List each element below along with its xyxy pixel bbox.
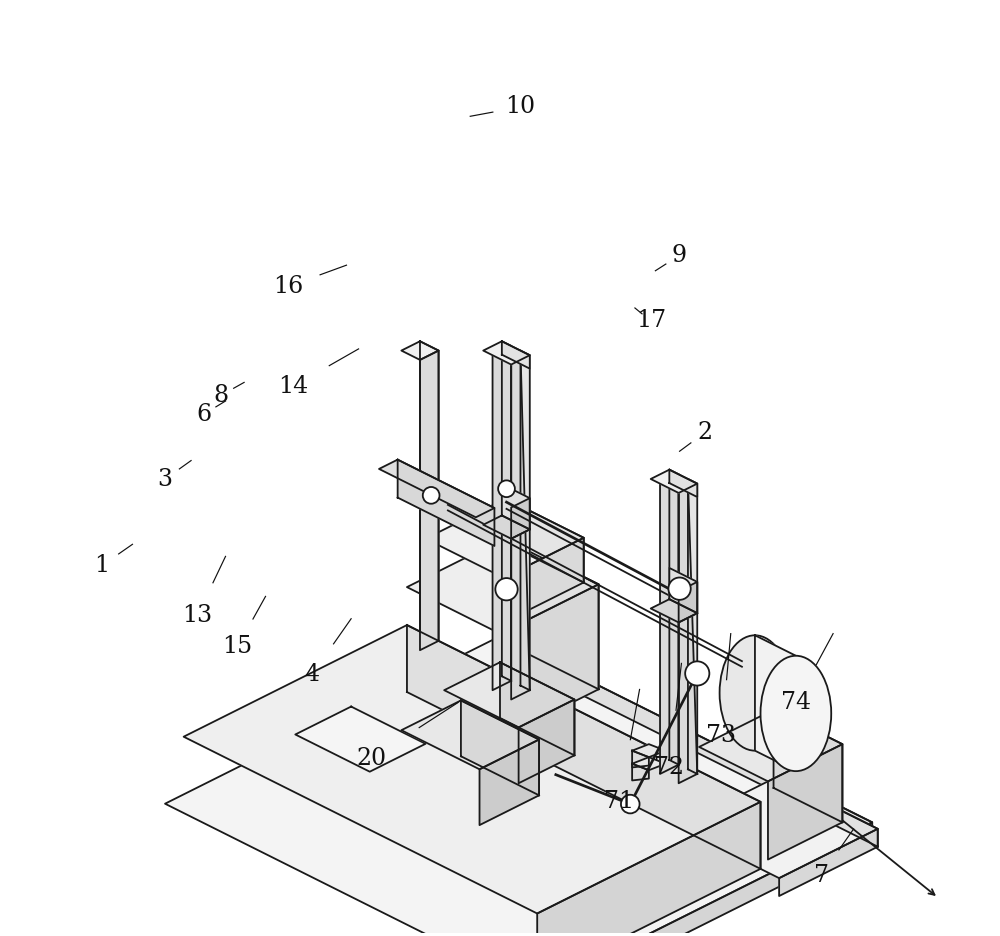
Polygon shape bbox=[461, 700, 539, 796]
Polygon shape bbox=[407, 538, 599, 634]
Polygon shape bbox=[768, 744, 842, 859]
Polygon shape bbox=[426, 499, 584, 578]
Polygon shape bbox=[520, 351, 530, 690]
Polygon shape bbox=[450, 717, 468, 726]
Circle shape bbox=[498, 480, 515, 497]
Polygon shape bbox=[688, 479, 697, 774]
Polygon shape bbox=[480, 739, 539, 826]
Polygon shape bbox=[775, 778, 878, 847]
Text: 1: 1 bbox=[94, 554, 109, 578]
Polygon shape bbox=[420, 351, 439, 651]
Text: 72: 72 bbox=[654, 756, 684, 779]
Polygon shape bbox=[537, 823, 872, 936]
Polygon shape bbox=[444, 663, 574, 727]
Text: 10: 10 bbox=[505, 95, 536, 119]
Polygon shape bbox=[500, 636, 872, 841]
Polygon shape bbox=[699, 709, 842, 782]
Polygon shape bbox=[779, 828, 878, 896]
Text: 74: 74 bbox=[781, 691, 811, 714]
Polygon shape bbox=[679, 582, 697, 622]
Polygon shape bbox=[720, 861, 738, 870]
Text: 9: 9 bbox=[671, 244, 686, 268]
Text: 17: 17 bbox=[636, 310, 666, 332]
Circle shape bbox=[685, 662, 709, 685]
Ellipse shape bbox=[761, 656, 831, 771]
Polygon shape bbox=[651, 470, 697, 493]
Polygon shape bbox=[506, 499, 584, 582]
Polygon shape bbox=[483, 516, 530, 539]
Polygon shape bbox=[720, 852, 738, 861]
Polygon shape bbox=[651, 599, 697, 622]
Polygon shape bbox=[774, 709, 842, 823]
Text: 8: 8 bbox=[213, 384, 228, 407]
Text: 20: 20 bbox=[357, 747, 387, 769]
Text: 4: 4 bbox=[304, 663, 320, 686]
Polygon shape bbox=[295, 707, 426, 771]
Polygon shape bbox=[500, 584, 599, 739]
Polygon shape bbox=[504, 538, 584, 622]
Polygon shape bbox=[632, 757, 666, 770]
Polygon shape bbox=[506, 538, 599, 689]
Text: 2: 2 bbox=[697, 421, 712, 445]
Polygon shape bbox=[500, 663, 574, 755]
Ellipse shape bbox=[720, 636, 790, 751]
Circle shape bbox=[621, 795, 640, 813]
Text: 7: 7 bbox=[814, 864, 829, 887]
Polygon shape bbox=[537, 802, 761, 936]
Polygon shape bbox=[679, 479, 697, 783]
Polygon shape bbox=[483, 342, 530, 364]
Polygon shape bbox=[401, 342, 439, 359]
Polygon shape bbox=[184, 625, 761, 914]
Polygon shape bbox=[511, 351, 530, 699]
Polygon shape bbox=[401, 700, 539, 769]
Text: 14: 14 bbox=[278, 374, 309, 398]
Polygon shape bbox=[502, 342, 511, 680]
Polygon shape bbox=[660, 475, 679, 774]
Text: 71: 71 bbox=[604, 790, 634, 812]
Text: 15: 15 bbox=[223, 636, 253, 658]
Polygon shape bbox=[420, 342, 439, 641]
Polygon shape bbox=[669, 568, 697, 613]
Polygon shape bbox=[669, 470, 697, 497]
Polygon shape bbox=[632, 751, 649, 768]
Text: 73: 73 bbox=[706, 724, 736, 748]
Polygon shape bbox=[632, 744, 666, 757]
Circle shape bbox=[495, 578, 518, 600]
Circle shape bbox=[668, 578, 691, 600]
Polygon shape bbox=[632, 764, 649, 781]
Polygon shape bbox=[677, 778, 878, 878]
Polygon shape bbox=[755, 636, 796, 771]
Polygon shape bbox=[502, 342, 530, 369]
Polygon shape bbox=[669, 470, 679, 765]
Polygon shape bbox=[511, 498, 530, 539]
Polygon shape bbox=[493, 346, 511, 690]
Polygon shape bbox=[379, 460, 494, 518]
Text: 13: 13 bbox=[183, 604, 213, 626]
Polygon shape bbox=[165, 636, 872, 936]
Text: 6: 6 bbox=[197, 402, 212, 426]
Circle shape bbox=[423, 487, 440, 504]
Polygon shape bbox=[398, 460, 494, 546]
Text: 3: 3 bbox=[158, 468, 173, 490]
Polygon shape bbox=[450, 726, 468, 736]
Polygon shape bbox=[407, 625, 761, 869]
Polygon shape bbox=[519, 699, 574, 783]
Text: 16: 16 bbox=[273, 275, 303, 298]
Polygon shape bbox=[502, 484, 530, 530]
